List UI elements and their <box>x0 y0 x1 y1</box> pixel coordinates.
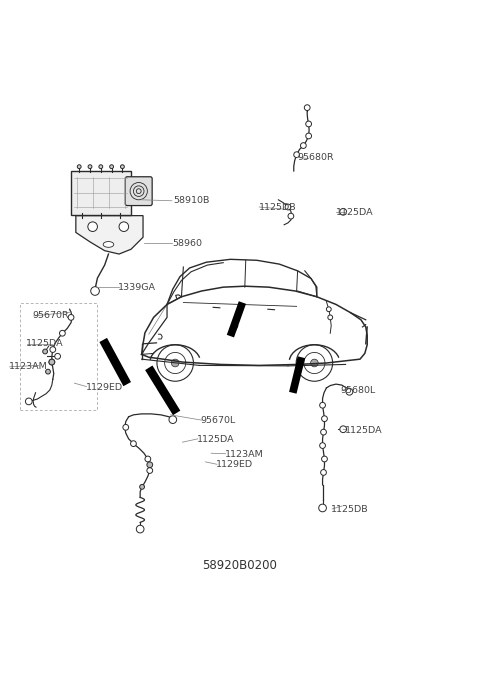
Text: 1125DA: 1125DA <box>336 207 373 217</box>
FancyBboxPatch shape <box>125 177 152 205</box>
Text: 1125DB: 1125DB <box>331 505 369 514</box>
Circle shape <box>123 424 129 431</box>
Circle shape <box>145 456 151 462</box>
Circle shape <box>49 359 55 365</box>
Polygon shape <box>145 365 180 415</box>
Circle shape <box>300 142 306 148</box>
Text: 1125DA: 1125DA <box>197 435 234 444</box>
Circle shape <box>55 353 60 359</box>
Circle shape <box>109 165 113 169</box>
Circle shape <box>25 398 32 405</box>
Circle shape <box>321 429 326 435</box>
Circle shape <box>285 204 291 210</box>
Polygon shape <box>76 216 143 254</box>
Text: 1123AM: 1123AM <box>225 450 264 459</box>
Circle shape <box>119 222 129 231</box>
Text: 95680R: 95680R <box>298 153 334 162</box>
Text: 58910B: 58910B <box>173 196 209 205</box>
Circle shape <box>46 370 50 374</box>
Circle shape <box>311 359 318 367</box>
Polygon shape <box>99 338 131 386</box>
Circle shape <box>328 315 333 320</box>
Circle shape <box>322 416 327 422</box>
Circle shape <box>340 208 347 215</box>
Text: 1339GA: 1339GA <box>118 283 156 292</box>
Circle shape <box>326 307 331 312</box>
Circle shape <box>131 441 136 447</box>
FancyBboxPatch shape <box>71 171 131 215</box>
Circle shape <box>99 165 103 169</box>
Circle shape <box>91 287 99 296</box>
Circle shape <box>306 121 312 127</box>
Circle shape <box>77 165 81 169</box>
Circle shape <box>171 359 179 367</box>
Circle shape <box>49 359 55 365</box>
Circle shape <box>322 456 327 462</box>
Circle shape <box>60 330 65 336</box>
Bar <box>20 304 97 410</box>
Ellipse shape <box>103 241 114 247</box>
Text: 1129ED: 1129ED <box>85 382 122 391</box>
Text: 58920B0200: 58920B0200 <box>203 559 277 572</box>
Text: 1123AM: 1123AM <box>9 362 48 372</box>
Circle shape <box>88 165 92 169</box>
Circle shape <box>320 443 325 448</box>
Circle shape <box>88 222 97 231</box>
Circle shape <box>169 416 177 424</box>
Circle shape <box>320 402 325 408</box>
Text: 95670R: 95670R <box>33 311 69 321</box>
Polygon shape <box>289 357 305 394</box>
Text: 1125DA: 1125DA <box>26 339 64 348</box>
Circle shape <box>147 468 153 473</box>
Text: 95680L: 95680L <box>341 386 376 395</box>
Text: 1125DB: 1125DB <box>259 203 297 212</box>
Text: 1129ED: 1129ED <box>216 460 253 469</box>
Circle shape <box>140 485 144 490</box>
Circle shape <box>43 349 48 354</box>
Circle shape <box>147 462 153 468</box>
Circle shape <box>68 315 74 320</box>
Circle shape <box>136 525 144 533</box>
Circle shape <box>294 152 300 157</box>
Text: 58960: 58960 <box>172 239 202 247</box>
Circle shape <box>321 470 326 475</box>
Polygon shape <box>227 301 246 338</box>
Circle shape <box>340 426 347 433</box>
Circle shape <box>50 346 56 353</box>
Circle shape <box>319 504 326 512</box>
Circle shape <box>120 165 124 169</box>
Circle shape <box>306 133 312 139</box>
Text: 1125DA: 1125DA <box>345 426 382 435</box>
Circle shape <box>304 105 310 111</box>
Text: 95670L: 95670L <box>201 416 236 425</box>
Circle shape <box>346 388 353 395</box>
Circle shape <box>170 417 176 422</box>
Circle shape <box>288 214 294 219</box>
